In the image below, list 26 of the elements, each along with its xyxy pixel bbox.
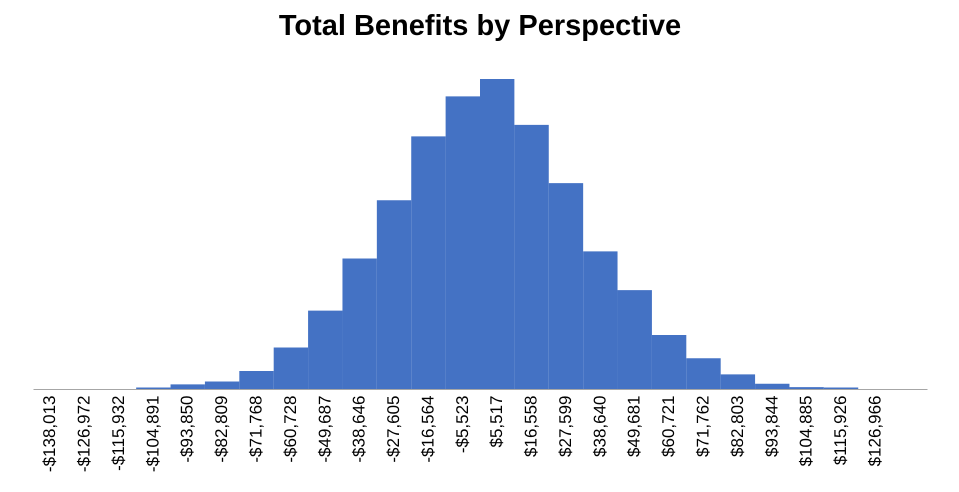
x-tick-label: $93,844: [762, 396, 782, 457]
x-tick-label: $126,966: [865, 396, 884, 466]
x-tick-label: $16,558: [522, 396, 541, 457]
x-tick-label: -$71,768: [246, 396, 266, 463]
x-tick-label: -$138,013: [40, 396, 60, 472]
x-tick-label: -$38,646: [350, 396, 369, 463]
x-tick-label: -$16,564: [418, 396, 438, 463]
x-tick-label: $82,803: [728, 396, 747, 457]
x-tick-label: $71,762: [694, 396, 712, 457]
x-tick-label: -$5,523: [452, 396, 472, 454]
x-tick-label: -$115,932: [108, 396, 128, 471]
x-tick-label: $27,599: [556, 396, 575, 457]
x-tick-label: -$82,809: [212, 396, 232, 463]
x-tick-label: -$126,972: [74, 396, 94, 472]
x-tick-label: $115,926: [831, 396, 850, 466]
x-tick-label: -$27,605: [384, 396, 404, 463]
x-tick-label: -$60,728: [280, 396, 300, 463]
chart-title: Total Benefits by Perspective: [278, 10, 682, 42]
x-tick-label: $60,721: [659, 396, 678, 457]
x-tick-label: -$93,850: [178, 396, 197, 463]
x-tick-label: -$49,687: [315, 396, 334, 463]
x-tick-label: $104,885: [796, 396, 816, 466]
x-tick-label: $49,681: [624, 396, 644, 457]
x-tick-label: $5,517: [487, 396, 506, 448]
x-tick-label: $38,640: [590, 396, 610, 457]
x-tick-label: -$104,891: [143, 396, 162, 472]
